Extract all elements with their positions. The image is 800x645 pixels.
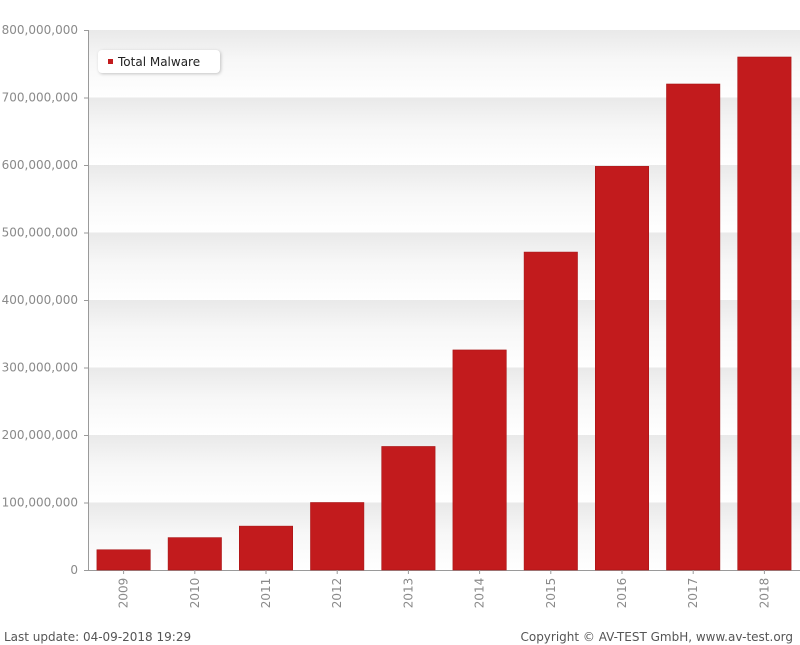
x-tick-label: 2015 — [544, 578, 558, 609]
y-tick-label: 200,000,000 — [2, 428, 78, 442]
y-tick-label: 100,000,000 — [2, 496, 78, 510]
bar-2013[interactable] — [381, 446, 436, 571]
bar-2010[interactable] — [167, 537, 222, 571]
y-tick-label: 300,000,000 — [2, 361, 78, 375]
legend-label: Total Malware — [118, 54, 201, 69]
bar-2018[interactable] — [737, 56, 792, 571]
x-tick-label: 2017 — [686, 578, 700, 609]
x-tick-label: 2010 — [188, 578, 202, 609]
y-tick-label: 800,000,000 — [2, 23, 78, 37]
bars — [96, 56, 792, 571]
bar-2014[interactable] — [452, 349, 507, 571]
axes — [88, 30, 800, 571]
legend: Total Malware — [98, 50, 221, 73]
y-tick-label: 400,000,000 — [2, 293, 78, 307]
x-tick-label: 2011 — [259, 578, 273, 609]
x-axis-tick-labels: 2009 2010 2011 2012 2013 2014 2015 2016 2017 2018 — [117, 570, 771, 609]
y-tick-label: 600,000,000 — [2, 158, 78, 172]
y-axis-tick-labels: 0 100,000,000 200,000,000 300,000,000 400,00… — [2, 23, 88, 577]
bar-2012[interactable] — [310, 502, 365, 571]
bar-2009[interactable] — [96, 549, 151, 571]
y-tick-label: 500,000,000 — [2, 226, 78, 240]
x-tick-label: 2014 — [473, 578, 487, 609]
x-tick-label: 2012 — [330, 578, 344, 609]
bar-2017[interactable] — [666, 83, 721, 571]
y-tick-label: 700,000,000 — [2, 91, 78, 105]
last-update-text: Last update: 04-09-2018 19:29 — [4, 630, 192, 644]
x-tick-label: 2009 — [117, 578, 131, 609]
legend-swatch — [108, 59, 113, 64]
copyright-text: Copyright © AV-TEST GmbH, www.av-test.or… — [520, 630, 793, 644]
x-tick-label: 2013 — [401, 578, 415, 609]
bar-2016[interactable] — [594, 166, 649, 571]
bar-2015[interactable] — [523, 251, 578, 571]
bar-2011[interactable] — [239, 525, 294, 571]
x-tick-label: 2018 — [757, 578, 771, 609]
x-tick-label: 2016 — [615, 578, 629, 609]
y-tick-label: 0 — [70, 563, 78, 577]
